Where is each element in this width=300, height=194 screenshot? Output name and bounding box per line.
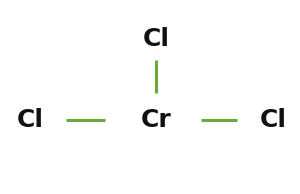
Text: Cl: Cl bbox=[142, 27, 170, 51]
Text: Cl: Cl bbox=[16, 108, 44, 132]
Text: Cl: Cl bbox=[260, 108, 286, 132]
Text: Cr: Cr bbox=[141, 108, 171, 132]
